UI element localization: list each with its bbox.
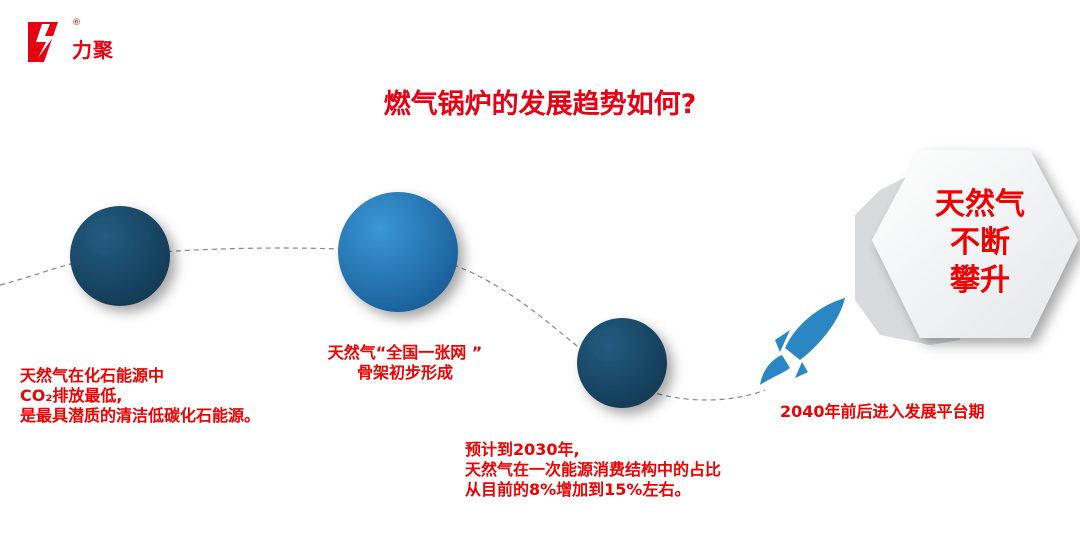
registered-mark: ® bbox=[72, 18, 81, 28]
milestone-text-3: 预计到2030年, 天然气在一次能源消费结构中的占比 从目前的8%增加到15%左… bbox=[465, 440, 721, 500]
text-line: 预计到2030年, bbox=[465, 440, 580, 459]
text-line: 从目前的8%增加到15%左右。 bbox=[465, 480, 691, 499]
brand-name: 力聚 bbox=[72, 38, 114, 62]
text-line: 是最具潜质的清洁低碳化石能源。 bbox=[20, 406, 261, 425]
text-line: 天然气“全国一张网 ” bbox=[327, 343, 483, 362]
milestone-text-2: 天然气“全国一张网 ” 骨架初步形成 bbox=[295, 343, 515, 383]
milestone-circle-1 bbox=[70, 206, 170, 306]
rocket-icon bbox=[760, 298, 845, 385]
milestone-text-4: 2040年前后进入发展平台期 bbox=[780, 402, 985, 422]
text-line: 天然气在化石能源中 bbox=[20, 366, 165, 385]
milestone-circle-2 bbox=[338, 192, 458, 312]
text-line: 天然气 bbox=[935, 187, 1025, 222]
text-line: 2040年前后进入发展平台期 bbox=[780, 402, 985, 421]
text-line: 攀升 bbox=[950, 263, 1010, 298]
milestone-text-1: 天然气在化石能源中 CO₂排放最低, 是最具潜质的清洁低碳化石能源。 bbox=[20, 366, 260, 426]
hexagon bbox=[872, 150, 1078, 338]
hexagon-text: 天然气 不断 攀升 bbox=[880, 186, 1080, 300]
page-title: 燃气锅炉的发展趋势如何? bbox=[383, 89, 697, 120]
lightning-logo-icon bbox=[28, 22, 58, 62]
text-line: CO₂排放最低, bbox=[20, 386, 123, 405]
milestone-circle-3 bbox=[577, 318, 667, 408]
text-line: 骨架初步形成 bbox=[356, 363, 453, 382]
text-line: 不断 bbox=[950, 225, 1010, 260]
text-line: 天然气在一次能源消费结构中的占比 bbox=[465, 460, 722, 479]
